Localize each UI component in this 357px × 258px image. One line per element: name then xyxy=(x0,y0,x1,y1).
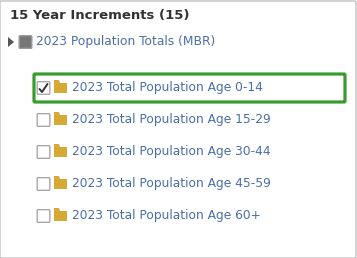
Polygon shape xyxy=(54,80,60,83)
Polygon shape xyxy=(8,37,14,47)
Text: 2023 Total Population Age 15-29: 2023 Total Population Age 15-29 xyxy=(72,114,271,126)
FancyBboxPatch shape xyxy=(34,74,345,102)
Polygon shape xyxy=(54,83,67,93)
Polygon shape xyxy=(54,211,67,221)
FancyBboxPatch shape xyxy=(37,210,50,222)
FancyBboxPatch shape xyxy=(37,146,50,158)
Polygon shape xyxy=(54,179,67,189)
FancyBboxPatch shape xyxy=(37,178,50,190)
Text: 2023 Total Population Age 0-14: 2023 Total Population Age 0-14 xyxy=(72,82,263,94)
Polygon shape xyxy=(54,176,60,179)
FancyBboxPatch shape xyxy=(37,82,50,94)
Polygon shape xyxy=(54,115,67,125)
Text: 15 Year Increments (15): 15 Year Increments (15) xyxy=(10,9,190,21)
Text: 2023 Population Totals (MBR): 2023 Population Totals (MBR) xyxy=(36,36,215,49)
Text: 2023 Total Population Age 60+: 2023 Total Population Age 60+ xyxy=(72,209,261,222)
Polygon shape xyxy=(54,208,60,211)
Polygon shape xyxy=(54,112,60,115)
Text: 2023 Total Population Age 30-44: 2023 Total Population Age 30-44 xyxy=(72,146,271,158)
Text: 2023 Total Population Age 45-59: 2023 Total Population Age 45-59 xyxy=(72,178,271,190)
Polygon shape xyxy=(54,144,60,147)
FancyBboxPatch shape xyxy=(37,114,50,126)
FancyBboxPatch shape xyxy=(19,36,32,48)
Polygon shape xyxy=(54,147,67,157)
